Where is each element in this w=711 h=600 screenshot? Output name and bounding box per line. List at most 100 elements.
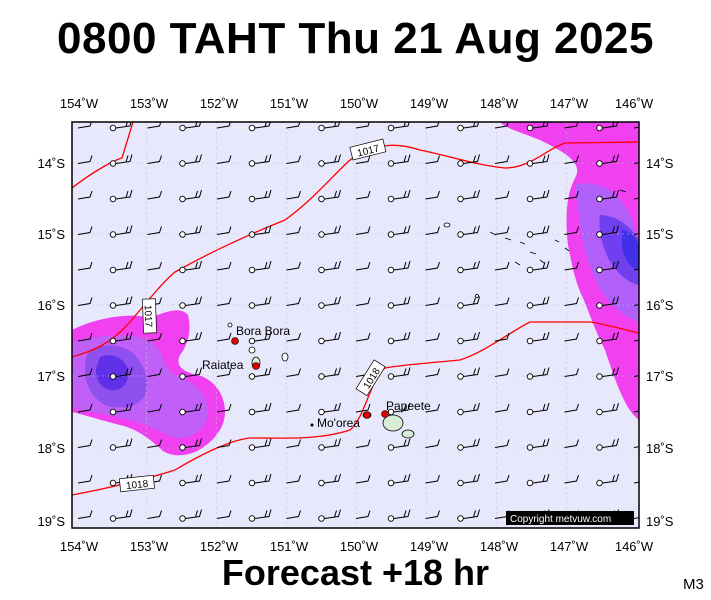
copyright-box — [506, 511, 634, 525]
wind-barb — [425, 367, 480, 380]
rain-area-east-core — [622, 230, 639, 270]
wind-barb — [77, 438, 133, 451]
wind-barb — [216, 189, 272, 203]
wind-barb — [147, 154, 202, 167]
svg-text:19˚S: 19˚S — [646, 514, 674, 529]
wind-barb — [77, 331, 133, 345]
rain-area-west-core — [95, 355, 129, 391]
wind-barb — [425, 189, 480, 203]
svg-text:15˚S: 15˚S — [646, 227, 674, 242]
svg-text:148˚W: 148˚W — [480, 539, 519, 554]
wind-barb — [633, 233, 639, 235]
wind-barb — [147, 509, 202, 522]
atoll-1 — [443, 222, 451, 228]
wind-barb — [564, 296, 619, 309]
wind-barb — [355, 225, 411, 238]
wind-barb — [633, 162, 639, 164]
island-taiarapu — [401, 429, 415, 439]
isobar-label-2: 1017 — [142, 298, 157, 334]
svg-text:16˚S: 16˚S — [38, 298, 66, 313]
wind-barb — [494, 154, 550, 167]
wind-barb — [147, 122, 202, 132]
wind-barb — [355, 154, 411, 167]
rain-area-east-heavy — [599, 215, 639, 285]
svg-text:1017: 1017 — [356, 143, 381, 159]
svg-text:150˚W: 150˚W — [340, 539, 379, 554]
wind-barb — [633, 375, 639, 377]
tuamotu-atolls — [489, 189, 627, 266]
svg-text:18˚S: 18˚S — [646, 441, 674, 456]
wind-barb — [355, 122, 410, 132]
wind-barb — [77, 402, 133, 416]
place-marker-papeete — [381, 410, 389, 418]
svg-text:147˚W: 147˚W — [550, 539, 589, 554]
wind-barb — [494, 473, 550, 487]
wind-barb — [633, 304, 639, 306]
svg-text:146˚W: 146˚W — [615, 539, 654, 554]
wind-barb — [494, 402, 550, 416]
wind-barb — [147, 438, 202, 451]
wind-barb — [425, 473, 480, 487]
isobar-label-1: 1017 — [349, 138, 387, 161]
wind-barb — [633, 197, 639, 200]
wind-barb — [216, 402, 272, 416]
svg-text:146˚W: 146˚W — [615, 96, 654, 111]
wind-barb — [564, 402, 619, 416]
wind-barb — [494, 296, 550, 309]
svg-text:14˚S: 14˚S — [646, 156, 674, 171]
wind-barb — [633, 481, 639, 484]
wind-barb — [77, 225, 133, 238]
svg-text:19˚S: 19˚S — [38, 514, 66, 529]
svg-text:16˚S: 16˚S — [646, 298, 674, 313]
isobar-1017-north — [72, 122, 134, 189]
wind-barb — [77, 260, 133, 274]
place-marker-small — [310, 423, 314, 427]
place-label-raiatea: Raiatea — [202, 358, 244, 372]
island-tupai — [227, 322, 233, 328]
wind-barb — [355, 296, 411, 309]
forecast-label: Forecast +18 hr — [221, 552, 490, 593]
place-marker-raiatea — [252, 362, 260, 370]
place-label-papeete: Papeete — [386, 399, 431, 413]
wind-barb — [494, 331, 550, 345]
wind-barb — [77, 154, 133, 167]
wind-barb — [286, 509, 341, 522]
wind-barb — [286, 473, 341, 487]
place-marker-moorea — [363, 411, 371, 419]
wind-barb — [216, 473, 272, 487]
wind-barb — [147, 260, 202, 274]
svg-text:152˚W: 152˚W — [200, 539, 239, 554]
svg-text:148˚W: 148˚W — [480, 96, 519, 111]
wind-barb — [77, 509, 133, 522]
wind-barb — [286, 154, 341, 167]
island-tahaa — [248, 346, 256, 354]
wind-barb — [216, 260, 272, 274]
wind-barb — [286, 402, 341, 416]
svg-text:153˚W: 153˚W — [130, 539, 169, 554]
latitude-labels-left: 14˚S 15˚S 16˚S 17˚S 18˚S 19˚S — [38, 156, 66, 529]
svg-text:149˚W: 149˚W — [410, 539, 449, 554]
svg-text:152˚W: 152˚W — [200, 96, 239, 111]
wind-barb — [494, 189, 550, 203]
svg-text:153˚W: 153˚W — [130, 96, 169, 111]
place-marker-bora-bora — [231, 337, 239, 345]
wind-barb — [425, 122, 480, 132]
wind-barb — [147, 189, 202, 203]
wind-barb — [286, 296, 341, 309]
wind-barb — [216, 225, 272, 238]
wind-barb — [633, 410, 639, 413]
wind-barb — [216, 509, 272, 522]
wind-barb — [355, 473, 411, 487]
copyright-text: Copyright metvuw.com — [510, 514, 611, 525]
svg-text:151˚W: 151˚W — [270, 96, 309, 111]
place-markers — [231, 337, 389, 427]
wind-barb — [564, 331, 619, 345]
isobar-1017-main — [72, 141, 639, 358]
wind-barb — [216, 296, 272, 309]
wind-barb — [147, 225, 202, 238]
wind-barb — [216, 154, 272, 167]
wind-barb — [216, 331, 272, 345]
wind-barb — [564, 122, 619, 132]
isobars — [72, 122, 639, 496]
